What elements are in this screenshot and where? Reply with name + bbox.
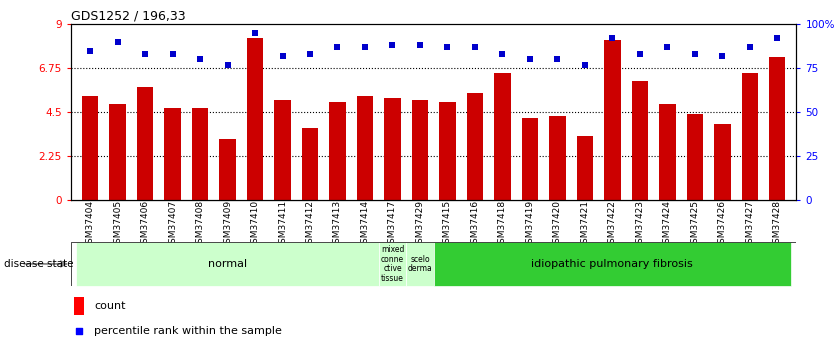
Text: GSM37428: GSM37428 <box>773 200 781 249</box>
Text: GSM37426: GSM37426 <box>718 200 726 249</box>
Text: GSM37409: GSM37409 <box>223 200 232 249</box>
Text: GSM37415: GSM37415 <box>443 200 452 249</box>
Point <box>83 48 97 53</box>
Bar <box>109 104 126 200</box>
Text: GSM37421: GSM37421 <box>580 200 590 249</box>
Point <box>495 51 509 57</box>
Text: GSM37406: GSM37406 <box>141 200 149 249</box>
Text: GDS1252 / 196,33: GDS1252 / 196,33 <box>71 10 185 23</box>
Text: count: count <box>94 301 126 311</box>
Point <box>221 62 234 67</box>
Point <box>304 51 317 57</box>
Text: normal: normal <box>208 259 247 269</box>
Bar <box>192 108 208 200</box>
Bar <box>467 92 483 200</box>
Point <box>193 57 207 62</box>
Bar <box>74 297 84 315</box>
Point <box>386 42 399 48</box>
Point <box>661 44 674 50</box>
Text: GSM37404: GSM37404 <box>86 200 94 249</box>
Text: GSM37419: GSM37419 <box>525 200 535 249</box>
Point <box>716 53 729 59</box>
Bar <box>82 97 98 200</box>
Text: percentile rank within the sample: percentile rank within the sample <box>94 326 282 336</box>
Bar <box>357 97 373 200</box>
Text: GSM37411: GSM37411 <box>278 200 287 249</box>
Point <box>743 44 756 50</box>
Bar <box>137 87 153 200</box>
Point <box>359 44 372 50</box>
Text: GSM37413: GSM37413 <box>333 200 342 249</box>
Point <box>307 218 320 224</box>
Bar <box>406 241 434 286</box>
Text: GSM37424: GSM37424 <box>663 200 672 249</box>
Point <box>771 36 784 41</box>
Text: GSM37408: GSM37408 <box>195 200 204 249</box>
Bar <box>741 73 758 200</box>
Text: GSM37416: GSM37416 <box>470 200 480 249</box>
Bar <box>769 57 786 200</box>
Bar <box>164 108 181 200</box>
Point <box>166 51 179 57</box>
Bar <box>714 124 731 200</box>
Point <box>440 44 454 50</box>
Bar <box>494 73 510 200</box>
Bar <box>549 116 565 200</box>
Point <box>633 51 646 57</box>
Text: GSM37422: GSM37422 <box>608 200 617 249</box>
Point <box>523 57 536 62</box>
Bar <box>604 40 620 200</box>
Text: GSM37412: GSM37412 <box>305 200 314 249</box>
Bar <box>659 104 676 200</box>
Text: GSM37410: GSM37410 <box>250 200 259 249</box>
Text: GSM37417: GSM37417 <box>388 200 397 249</box>
Point <box>468 44 481 50</box>
Text: idiopathic pulmonary fibrosis: idiopathic pulmonary fibrosis <box>531 259 693 269</box>
Bar <box>219 139 236 200</box>
Bar <box>329 102 346 200</box>
Text: GSM37420: GSM37420 <box>553 200 562 249</box>
Text: mixed
conne
ctive
tissue: mixed conne ctive tissue <box>381 245 404 283</box>
Text: GSM37414: GSM37414 <box>360 200 369 249</box>
Bar <box>412 100 428 200</box>
Text: GSM37429: GSM37429 <box>415 200 425 249</box>
Bar <box>247 38 264 200</box>
Text: disease state: disease state <box>4 259 73 269</box>
Text: GSM37405: GSM37405 <box>113 200 122 249</box>
Point <box>578 62 591 67</box>
Text: GSM37425: GSM37425 <box>691 200 699 249</box>
Bar <box>302 128 319 200</box>
Bar <box>686 114 703 200</box>
Text: GSM37418: GSM37418 <box>498 200 507 249</box>
Point <box>111 39 124 45</box>
Bar <box>576 136 593 200</box>
Bar <box>440 102 455 200</box>
Text: GSM37423: GSM37423 <box>636 200 645 249</box>
Point <box>605 36 619 41</box>
Bar <box>77 241 379 286</box>
Bar <box>631 81 648 200</box>
Bar <box>434 241 791 286</box>
Text: GSM37427: GSM37427 <box>746 200 754 249</box>
Bar <box>384 98 400 200</box>
Point <box>276 53 289 59</box>
Point <box>550 57 564 62</box>
Point <box>331 44 344 50</box>
Bar <box>521 118 538 200</box>
Text: scelo
derma: scelo derma <box>408 255 432 273</box>
Bar <box>379 241 406 286</box>
Point <box>688 51 701 57</box>
Point <box>414 42 427 48</box>
Bar <box>274 100 291 200</box>
Point <box>249 30 262 36</box>
Text: GSM37407: GSM37407 <box>168 200 177 249</box>
Point <box>138 51 152 57</box>
